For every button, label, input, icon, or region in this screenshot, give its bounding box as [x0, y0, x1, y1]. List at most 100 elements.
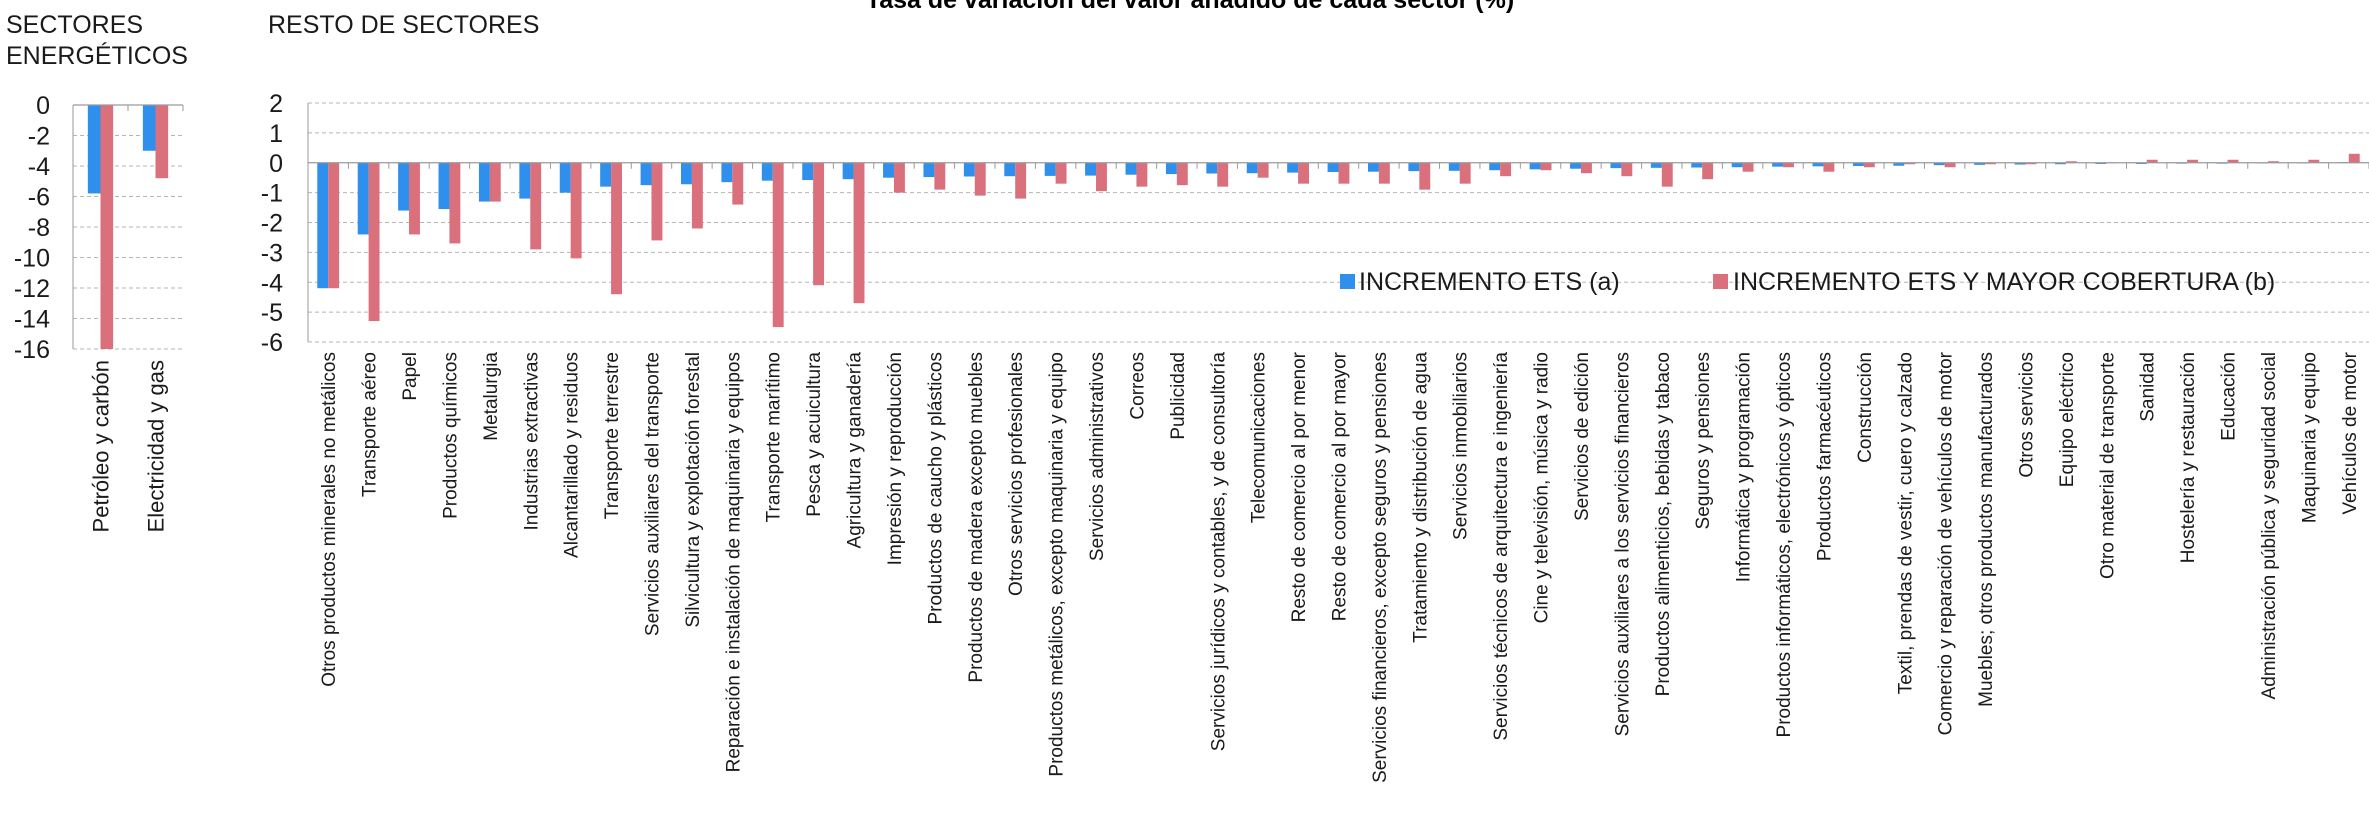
rest-bar-series-b: [934, 162, 946, 190]
rest-bar-series-a: [1610, 162, 1622, 169]
rest-category-label: Productos farmacéuticos: [1814, 352, 1835, 561]
rest-bar-series-a: [1044, 162, 1056, 176]
rest-bar-series-b: [2348, 153, 2360, 163]
rest-category-label: Alcantarillado y residuos: [562, 352, 583, 558]
rest-category-label: Correos: [1127, 352, 1148, 420]
energy-y-tick-label: 0: [36, 92, 50, 120]
rest-category-label: Servicios auxiliares a los servicios fin…: [1612, 352, 1633, 736]
energy-bar-series-b: [155, 105, 169, 179]
rest-bar-series-b: [530, 162, 542, 250]
rest-category-label: Textil, prendas de vestir, cuero y calza…: [1895, 352, 1916, 694]
rest-category-label: Servicios financieros, excepto seguros y…: [1370, 352, 1391, 783]
rest-bar-series-b: [1419, 162, 1431, 190]
rest-bar-series-b: [1621, 162, 1633, 177]
rest-bar-series-a: [438, 162, 450, 210]
energy-bar-series-a: [142, 105, 156, 151]
chart-title: Tasa de variación del valor añadido de c…: [866, 0, 1514, 14]
rest-category-label: Servicios inmobiliarios: [1451, 352, 1472, 540]
rest-y-tick-label: 2: [269, 90, 283, 118]
rest-bar-series-a: [1004, 162, 1016, 177]
rest-bar-series-b: [1985, 162, 1996, 165]
rest-bar-series-b: [1742, 162, 1754, 172]
rest-category-label: Servicios de edición: [1572, 352, 1593, 521]
rest-bar-series-b: [691, 162, 703, 229]
rest-category-label: Productos de caucho y plásticos: [925, 352, 946, 625]
rest-category-label: Transporte aéreo: [360, 352, 381, 497]
energy-y-tick-label: -12: [14, 275, 50, 303]
rest-y-tick-label: 1: [269, 120, 283, 148]
rest-bar-series-b: [1015, 162, 1027, 199]
rest-bar-series-b: [651, 162, 663, 241]
energy-x-axis: Petróleo y carbón Electricidad y gas: [73, 104, 184, 532]
rest-category-label: Metalurgia: [481, 352, 502, 441]
rest-category-label: Papel: [400, 352, 421, 401]
rest-category-label: Equipo eléctrico: [2057, 352, 2078, 487]
rest-bar-series-a: [317, 162, 329, 289]
rest-bar-series-b: [732, 162, 744, 205]
rest-bar-series-a: [883, 162, 894, 178]
rest-bar-series-a: [1368, 162, 1379, 172]
rest-bar-series-b: [1136, 162, 1148, 187]
energy-y-tick-label: -4: [28, 153, 50, 181]
rest-bar-series-a: [761, 162, 773, 181]
rest-category-label: Construcción: [1855, 352, 1876, 463]
rest-bar-series-b: [1459, 162, 1471, 184]
rest-bar-series-a: [1570, 162, 1581, 169]
rest-y-tick-label: -3: [261, 239, 283, 267]
rest-bar-series-a: [1246, 162, 1258, 174]
rest-bar-series-a: [1448, 162, 1460, 171]
rest-category-label: Industrias extractivas: [521, 352, 542, 530]
rest-bar-series-b: [489, 162, 501, 202]
rest-x-axis: Otros productos minerales no metálicos Tr…: [308, 162, 2369, 783]
rest-bar-series-a: [721, 162, 733, 183]
rest-bar-series-a: [2055, 162, 2066, 165]
rest-bar-series-b: [1580, 162, 1592, 174]
rest-category-label: Telecomunicaciones: [1249, 352, 1270, 523]
energy-panel-title-line-2: ENERGÉTICOS: [6, 41, 188, 70]
rest-category-label: Maquinaria y equipo: [2299, 352, 2320, 523]
rest-category-label: Seguros y pensiones: [1693, 352, 1714, 529]
rest-bar-series-b: [2267, 161, 2279, 163]
rest-bar-series-a: [478, 162, 490, 202]
energy-y-tick-label: -8: [28, 214, 50, 242]
rest-bar-series-b: [1783, 162, 1794, 168]
rest-bar-series-b: [368, 162, 380, 322]
rest-category-label: Productos químicos: [440, 352, 461, 519]
rest-category-label: Resto de comercio al por menor: [1289, 351, 1310, 622]
rest-category-label: Servicios auxiliares del transporte: [643, 352, 664, 636]
rest-category-label: Impresión y reproducción: [885, 352, 906, 565]
energy-bar-series-a: [87, 105, 101, 194]
rest-bar-series-b: [1823, 162, 1835, 172]
rest-category-label: Agricultura y ganadería: [845, 352, 866, 549]
rest-bars: [317, 153, 2360, 328]
rest-bar-series-b: [1176, 162, 1188, 186]
legend-swatch-a: [1340, 274, 1355, 289]
rest-category-label: Muebles; otros productos manufacturados: [1976, 352, 1997, 707]
rest-category-label: Silvicultura y explotación forestal: [683, 352, 704, 628]
energy-panel: SECTORES ENERGÉTICOS 0 -2-4 -6-8 -10-12 -14-…: [6, 11, 188, 532]
rest-bar-series-a: [802, 162, 814, 181]
rest-category-label: Transporte terrestre: [602, 352, 623, 519]
rest-category-label: Hostelería y restauración: [2178, 352, 2199, 563]
rest-bar-series-a: [398, 162, 410, 211]
rest-y-tick-label: -4: [261, 269, 283, 297]
legend-label-a: INCREMENTO ETS (a): [1359, 268, 1620, 296]
energy-bar-series-b: [100, 105, 114, 349]
rest-bar-series-b: [1661, 162, 1673, 187]
rest-bar-series-b: [1500, 162, 1512, 177]
rest-category-label: Transporte marítimo: [764, 352, 785, 522]
rest-bar-series-a: [1933, 162, 1945, 166]
rest-bar-series-b: [893, 162, 905, 193]
rest-bar-series-a: [923, 162, 935, 178]
rest-bar-series-a: [1691, 162, 1703, 168]
rest-bar-series-b: [1863, 162, 1875, 168]
rest-bar-series-b: [2308, 159, 2320, 163]
rest-bar-series-a: [1165, 162, 1177, 175]
rest-bar-series-a: [1408, 162, 1420, 172]
rest-bar-series-b: [772, 162, 784, 328]
rest-category-label: Productos informáticos, electrónicos y ó…: [1774, 352, 1795, 737]
rest-bar-series-b: [853, 162, 865, 304]
rest-category-label: Productos metálicos, excepto maquinaria …: [1047, 352, 1068, 777]
rest-bar-series-b: [1055, 162, 1067, 184]
